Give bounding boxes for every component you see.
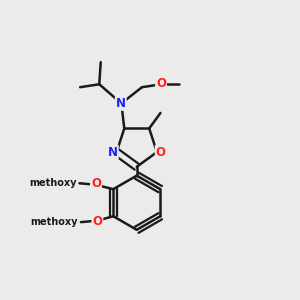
Text: methoxy: methoxy: [29, 178, 76, 188]
Text: O: O: [91, 177, 101, 190]
Text: O: O: [156, 146, 166, 159]
Text: N: N: [116, 97, 126, 110]
Text: methoxy: methoxy: [31, 217, 78, 227]
Text: O: O: [92, 215, 102, 228]
Text: O: O: [156, 77, 166, 90]
Text: N: N: [108, 146, 118, 159]
